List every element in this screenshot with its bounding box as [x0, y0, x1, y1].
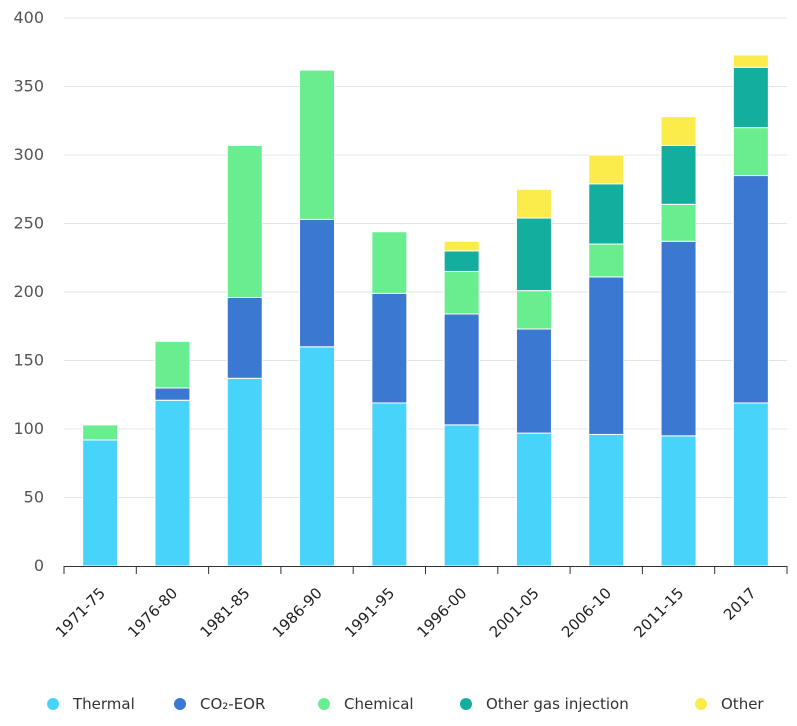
y-tick-label-300: 300	[13, 145, 44, 164]
legend: Thermal CO₂-EOR Chemical Other gas injec…	[0, 690, 797, 718]
x-tick-label-2017: 2017	[720, 584, 760, 624]
legend-dot-other	[695, 698, 707, 710]
legend-dot-chemical	[318, 698, 330, 710]
bar-2017-thermal[interactable]	[732, 402, 769, 567]
x-tick-label-1971-75: 1971-75	[52, 584, 109, 641]
bar-2017-co-eor[interactable]	[732, 175, 769, 404]
bar-1996-00-chemical[interactable]	[443, 270, 480, 315]
bar-2001-05-thermal[interactable]	[515, 432, 552, 567]
legend-label-other-gas-injection: Other gas injection	[486, 695, 629, 713]
legend-label-chemical: Chemical	[344, 695, 414, 713]
x-tick-label-1991-95: 1991-95	[341, 584, 398, 641]
bar-1996-00-other[interactable]	[443, 240, 480, 252]
y-tick-label-250: 250	[13, 214, 44, 233]
bar-1986-90-co-eor[interactable]	[299, 218, 336, 348]
y-tick-label-350: 350	[13, 77, 44, 96]
bar-1976-80-thermal[interactable]	[154, 399, 191, 567]
bar-2006-10-other-gas-injection[interactable]	[588, 183, 625, 245]
legend-label-co2-eor: CO₂-EOR	[200, 695, 266, 713]
bar-1971-75-chemical[interactable]	[82, 424, 119, 441]
bar-1986-90-thermal[interactable]	[299, 346, 336, 567]
bars	[82, 54, 769, 567]
bar-1996-00-co-eor[interactable]	[443, 313, 480, 426]
legend-item-other[interactable]: Other	[695, 690, 764, 718]
y-tick-label-50: 50	[24, 488, 44, 507]
bar-2006-10-chemical[interactable]	[588, 243, 625, 278]
bar-1976-80-co-eor[interactable]	[154, 387, 191, 401]
bar-1981-85-co-eor[interactable]	[226, 296, 263, 379]
bar-2011-15-other-gas-injection[interactable]	[660, 144, 697, 205]
x-tick-label-2006-10: 2006-10	[558, 584, 615, 641]
bar-2011-15-chemical[interactable]	[660, 203, 697, 242]
x-axis-tick-labels: 1971-75 1976-80 1981-85 1986-90 1991-95 1996-…	[52, 584, 760, 641]
bar-2011-15-co-eor[interactable]	[660, 240, 697, 437]
x-tick-label-2011-15: 2011-15	[630, 584, 687, 641]
bar-1971-75-thermal[interactable]	[82, 439, 119, 567]
bar-2001-05-other[interactable]	[515, 188, 552, 219]
y-axis-tick-labels: 0 50 100 150 200 250 300 350 400	[13, 8, 44, 575]
legend-dot-co2-eor	[174, 698, 186, 710]
bar-2011-15-other[interactable]	[660, 116, 697, 146]
legend-label-thermal: Thermal	[73, 695, 135, 713]
bar-1991-95-co-eor[interactable]	[371, 292, 408, 404]
x-tick-label-1981-85: 1981-85	[197, 584, 254, 641]
y-tick-label-0: 0	[34, 556, 44, 575]
x-tick-label-2001-05: 2001-05	[486, 584, 543, 641]
bar-1986-90-chemical[interactable]	[299, 69, 336, 220]
legend-item-co2-eor[interactable]: CO₂-EOR	[174, 690, 265, 718]
bar-2017-other[interactable]	[732, 54, 769, 68]
bar-2006-10-thermal[interactable]	[588, 433, 625, 567]
bar-1981-85-thermal[interactable]	[226, 377, 263, 567]
legend-item-chemical[interactable]: Chemical	[318, 690, 414, 718]
x-axis	[63, 566, 788, 574]
bar-2006-10-co-eor[interactable]	[588, 276, 625, 435]
bar-2017-chemical[interactable]	[732, 127, 769, 177]
bar-1976-80-chemical[interactable]	[154, 340, 191, 389]
bar-2001-05-co-eor[interactable]	[515, 328, 552, 434]
bar-2001-05-other-gas-injection[interactable]	[515, 217, 552, 292]
legend-item-thermal[interactable]: Thermal	[47, 690, 135, 718]
y-tick-label-200: 200	[13, 282, 44, 301]
bar-1991-95-thermal[interactable]	[371, 402, 408, 567]
y-tick-label-100: 100	[13, 419, 44, 438]
x-tick-label-1976-80: 1976-80	[124, 584, 181, 641]
bar-1981-85-chemical[interactable]	[226, 144, 263, 298]
y-tick-label-150: 150	[13, 351, 44, 370]
legend-dot-other-gas-injection	[460, 698, 472, 710]
bar-2006-10-other[interactable]	[588, 154, 625, 185]
bar-2011-15-thermal[interactable]	[660, 435, 697, 567]
legend-label-other: Other	[721, 695, 764, 713]
bar-2017-other-gas-injection[interactable]	[732, 66, 769, 129]
legend-item-other-gas-injection[interactable]: Other gas injection	[460, 690, 629, 718]
y-tick-label-400: 400	[13, 8, 44, 27]
bar-1996-00-thermal[interactable]	[443, 424, 480, 567]
bar-1991-95-chemical[interactable]	[371, 231, 408, 294]
bar-1996-00-other-gas-injection[interactable]	[443, 250, 480, 272]
x-tick-label-1986-90: 1986-90	[269, 584, 326, 641]
bar-2001-05-chemical[interactable]	[515, 290, 552, 330]
legend-dot-thermal	[47, 698, 59, 710]
x-tick-label-1996-00: 1996-00	[413, 584, 470, 641]
